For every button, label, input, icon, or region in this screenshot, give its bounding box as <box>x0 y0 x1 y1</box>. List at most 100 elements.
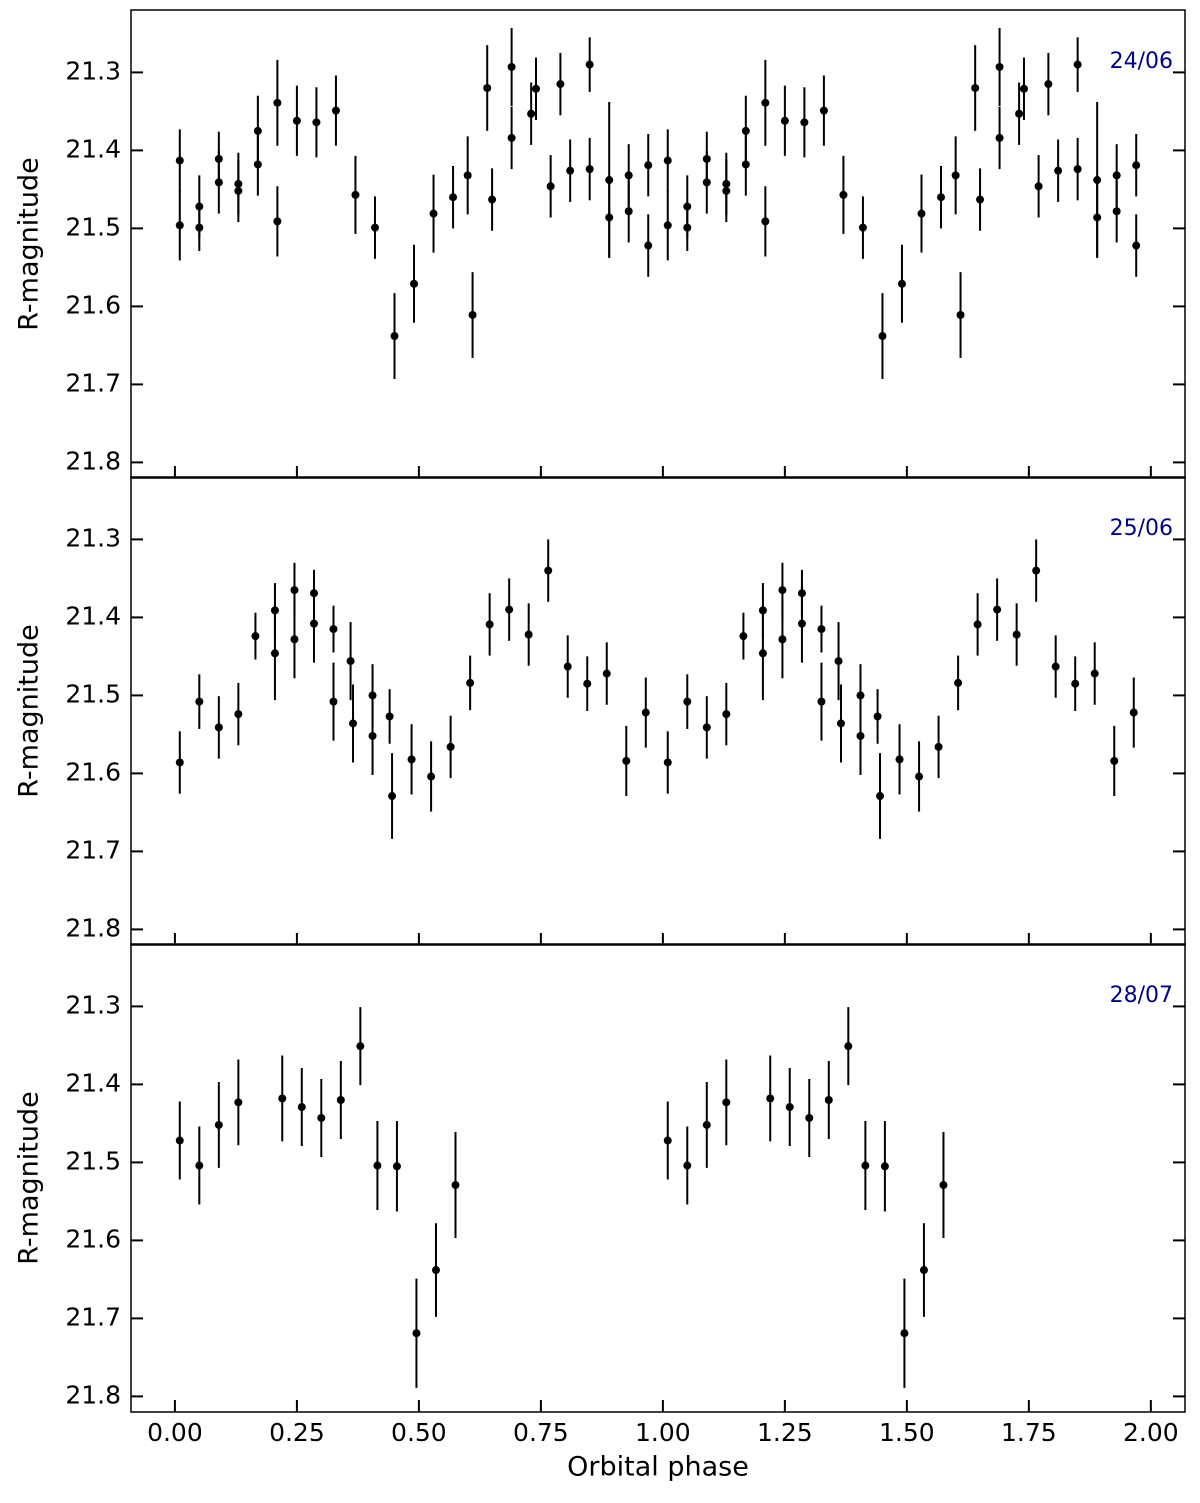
data-point <box>836 719 845 728</box>
data-point <box>624 171 633 180</box>
y-tick-label: 21.6 <box>65 1224 121 1253</box>
data-point <box>973 620 982 629</box>
data-point <box>451 1181 460 1190</box>
data-point <box>817 625 826 634</box>
data-point <box>915 772 924 781</box>
data-point <box>722 186 731 195</box>
y-tick-label: 21.6 <box>65 290 121 319</box>
data-point <box>234 1098 243 1107</box>
data-point <box>175 1136 184 1145</box>
data-point <box>844 1042 853 1051</box>
data-point <box>351 190 360 199</box>
data-point <box>234 710 243 719</box>
data-point <box>329 625 338 634</box>
data-point <box>663 221 672 230</box>
data-point <box>766 1094 775 1103</box>
data-point <box>683 1161 692 1170</box>
data-point <box>370 223 379 232</box>
data-point <box>505 605 514 614</box>
data-point <box>663 156 672 165</box>
data-point <box>644 161 653 170</box>
data-point <box>993 605 1002 614</box>
data-point <box>819 106 828 115</box>
data-point <box>585 165 594 174</box>
x-tick-label: 0.50 <box>391 1418 447 1447</box>
data-point <box>488 195 497 204</box>
data-point <box>900 1329 909 1338</box>
data-point <box>463 171 472 180</box>
data-point <box>800 118 809 127</box>
data-point <box>834 657 843 666</box>
y-tick-label: 21.8 <box>65 446 121 475</box>
data-point <box>951 171 960 180</box>
data-point <box>532 84 541 93</box>
panel-label: 28/07 <box>1110 983 1173 1008</box>
y-tick-label: 21.5 <box>65 679 121 708</box>
data-point <box>702 1120 711 1129</box>
data-point <box>741 126 750 135</box>
data-point <box>429 209 438 218</box>
data-point <box>292 116 301 125</box>
data-point <box>392 1162 401 1171</box>
data-point <box>449 193 458 202</box>
data-point <box>1054 166 1063 175</box>
y-axis-label: R-magnitude <box>14 624 45 797</box>
x-tick-label: 2.00 <box>1123 1418 1179 1447</box>
panel-label: 25/06 <box>1110 516 1173 541</box>
data-point <box>175 221 184 230</box>
data-point <box>527 109 536 118</box>
data-point <box>1090 669 1099 678</box>
data-point <box>385 712 394 721</box>
data-point <box>1073 60 1082 69</box>
data-point <box>876 792 885 801</box>
plot-frame <box>130 943 1186 1413</box>
y-tick-label: 21.8 <box>65 913 121 942</box>
data-point <box>602 669 611 678</box>
data-point <box>214 154 223 163</box>
data-point <box>410 279 419 288</box>
data-point <box>1112 171 1121 180</box>
data-point <box>995 62 1004 71</box>
y-axis-label: R-magnitude <box>14 157 45 330</box>
data-point <box>349 719 358 728</box>
data-point <box>739 632 748 641</box>
data-point <box>1129 708 1138 717</box>
y-tick-label: 21.6 <box>65 757 121 786</box>
data-point <box>873 712 882 721</box>
data-point <box>605 213 614 222</box>
data-point <box>195 1161 204 1170</box>
data-point <box>702 154 711 163</box>
data-point <box>251 632 260 641</box>
data-point <box>1093 213 1102 222</box>
data-point <box>683 202 692 211</box>
data-point <box>585 60 594 69</box>
data-point <box>195 202 204 211</box>
data-point <box>895 755 904 764</box>
data-point <box>407 755 416 764</box>
x-tick-label: 1.00 <box>635 1418 691 1447</box>
x-tick-label: 0.75 <box>513 1418 569 1447</box>
data-point <box>971 84 980 92</box>
y-tick-label: 21.7 <box>65 368 121 397</box>
x-tick-label: 1.25 <box>757 1418 813 1447</box>
y-tick-label: 21.8 <box>65 1380 121 1409</box>
data-point <box>856 731 865 740</box>
data-point <box>317 1113 326 1122</box>
data-point <box>976 195 985 204</box>
data-point <box>1071 679 1080 688</box>
data-point <box>663 758 672 767</box>
data-point <box>556 80 565 89</box>
data-point <box>234 186 243 195</box>
data-point <box>937 193 946 202</box>
y-tick-label: 21.5 <box>65 1146 121 1175</box>
data-point <box>544 566 553 575</box>
x-axis-label: Orbital phase <box>567 1452 749 1483</box>
data-point <box>858 223 867 232</box>
data-point <box>253 126 262 135</box>
data-point <box>1044 80 1053 89</box>
data-point <box>1132 241 1141 250</box>
data-point <box>797 619 806 628</box>
data-point <box>956 310 965 319</box>
data-point <box>741 160 750 169</box>
